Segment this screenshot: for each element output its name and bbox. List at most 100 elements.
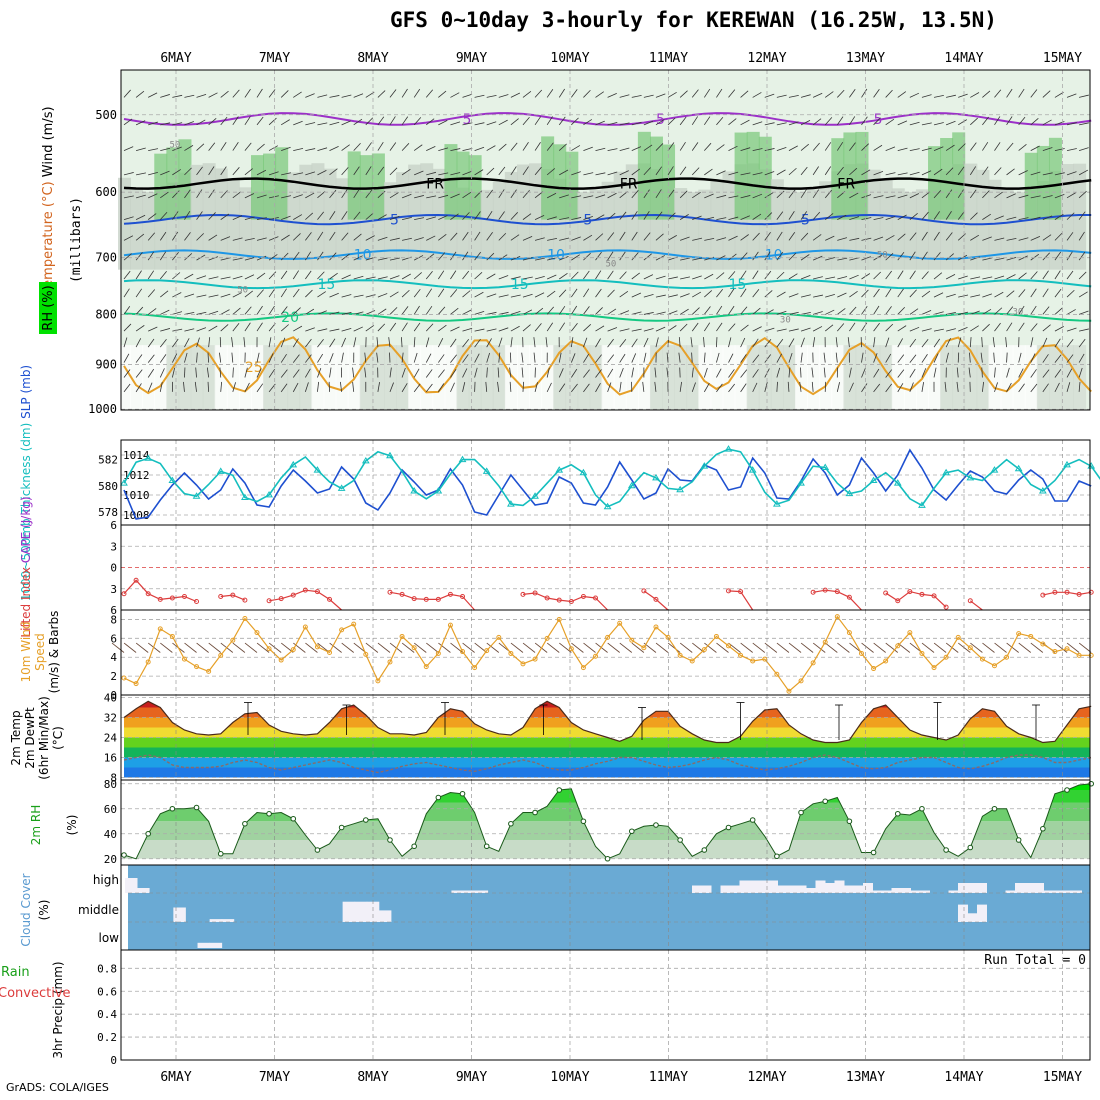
data-point — [1088, 652, 1094, 658]
wind-barb — [740, 215, 750, 220]
data-point — [774, 853, 780, 860]
wind-barb — [667, 325, 677, 332]
rh-band — [480, 189, 494, 270]
wind-barb — [1006, 642, 1019, 653]
wind-barb — [897, 91, 907, 98]
wind-barb — [571, 195, 582, 199]
wind-barb — [559, 642, 572, 653]
wind-barb — [885, 89, 893, 98]
rh-band — [299, 164, 313, 270]
wind-barb — [232, 323, 240, 332]
data-point — [943, 604, 949, 610]
wind-barb — [353, 255, 363, 261]
wind-barb — [1018, 170, 1028, 176]
wind-barb — [184, 121, 195, 126]
wind-barb — [679, 642, 693, 653]
data-point — [786, 688, 792, 694]
wind-barb — [728, 145, 738, 151]
wind-barb — [450, 307, 459, 315]
wind-barb — [425, 337, 430, 348]
wind-barb — [764, 339, 772, 348]
cloud-bar — [378, 910, 392, 922]
y-axis-label-part: Temperature (°C) — [41, 177, 56, 294]
wind-barb — [716, 144, 725, 151]
wind-barb — [462, 147, 473, 151]
wind-barb — [824, 166, 832, 176]
wind-barb — [752, 326, 762, 332]
y-axis-label-part: Lifted Index — [19, 567, 33, 638]
y-axis-label: 2m RH — [29, 805, 43, 846]
wind-barb — [619, 191, 628, 199]
wind-barb — [352, 367, 355, 378]
wind-barb — [752, 270, 759, 280]
series-line — [123, 448, 1100, 508]
wind-barb — [1078, 271, 1087, 280]
wind-barbs — [123, 88, 1089, 393]
wind-barb — [740, 642, 753, 653]
data-point — [447, 622, 453, 628]
wind-barb — [958, 294, 969, 298]
wind-barb — [1054, 642, 1068, 653]
wind-barb — [474, 353, 480, 363]
wind-barb — [571, 171, 581, 176]
wind-barb — [1078, 291, 1088, 298]
wind-barb — [1066, 642, 1080, 653]
wind-barb — [172, 94, 183, 98]
wind-barb — [280, 288, 287, 298]
wind-barb — [740, 288, 747, 298]
data-point — [907, 589, 913, 595]
wind-barb — [172, 146, 182, 151]
y-axis-label-part: 1000~500mb Thickness (dm) — [19, 423, 33, 601]
wind-barb — [667, 642, 681, 653]
wind-barb — [135, 233, 145, 241]
wind-barb — [776, 169, 786, 176]
wind-barb — [1018, 322, 1025, 332]
cloud-bar — [197, 942, 211, 948]
wind-barb — [341, 211, 348, 220]
temp-band — [124, 701, 1090, 708]
data-point — [157, 596, 163, 602]
wind-barb — [1018, 289, 1026, 298]
rh-band — [420, 163, 434, 270]
y-tick-label: 8 — [110, 613, 117, 626]
wind-barb — [667, 212, 676, 220]
wind-barb — [317, 367, 322, 378]
data-point — [628, 828, 635, 835]
data-point — [411, 645, 417, 651]
wind-barb — [1030, 89, 1038, 98]
wind-barb — [740, 383, 747, 393]
wind-barb — [909, 213, 918, 220]
wind-barb — [861, 88, 868, 98]
data-point — [1040, 592, 1046, 598]
wind-barb — [607, 121, 618, 126]
wind-barb — [1066, 192, 1076, 199]
wind-barb — [1079, 94, 1089, 98]
rh-band-low — [940, 345, 954, 410]
wind-barb — [292, 270, 299, 280]
wind-barb — [970, 92, 980, 98]
y-tick-label: 700 — [95, 251, 117, 265]
data-point — [435, 596, 441, 602]
wind-barb — [172, 338, 179, 348]
wind-barb — [450, 382, 455, 393]
wind-barb — [438, 252, 446, 261]
rh-band — [903, 192, 917, 270]
wind-barb — [292, 307, 301, 315]
wind-barb — [909, 289, 917, 298]
isotherm-label: FR — [837, 177, 855, 193]
data-point — [327, 650, 333, 655]
wind-barb — [438, 354, 445, 363]
wind-barb — [619, 339, 627, 348]
rh-band-moist — [347, 151, 361, 220]
data-point — [797, 479, 805, 486]
wind-barb — [486, 352, 490, 363]
data-point — [750, 658, 756, 664]
wind-barb — [885, 323, 894, 332]
wind-barb — [305, 171, 316, 176]
wind-barb — [583, 195, 594, 199]
wind-barb — [849, 257, 860, 261]
wind-barb — [570, 353, 576, 363]
wind-barb — [377, 323, 386, 332]
wind-barb — [425, 369, 433, 378]
wind-barb — [317, 231, 324, 241]
